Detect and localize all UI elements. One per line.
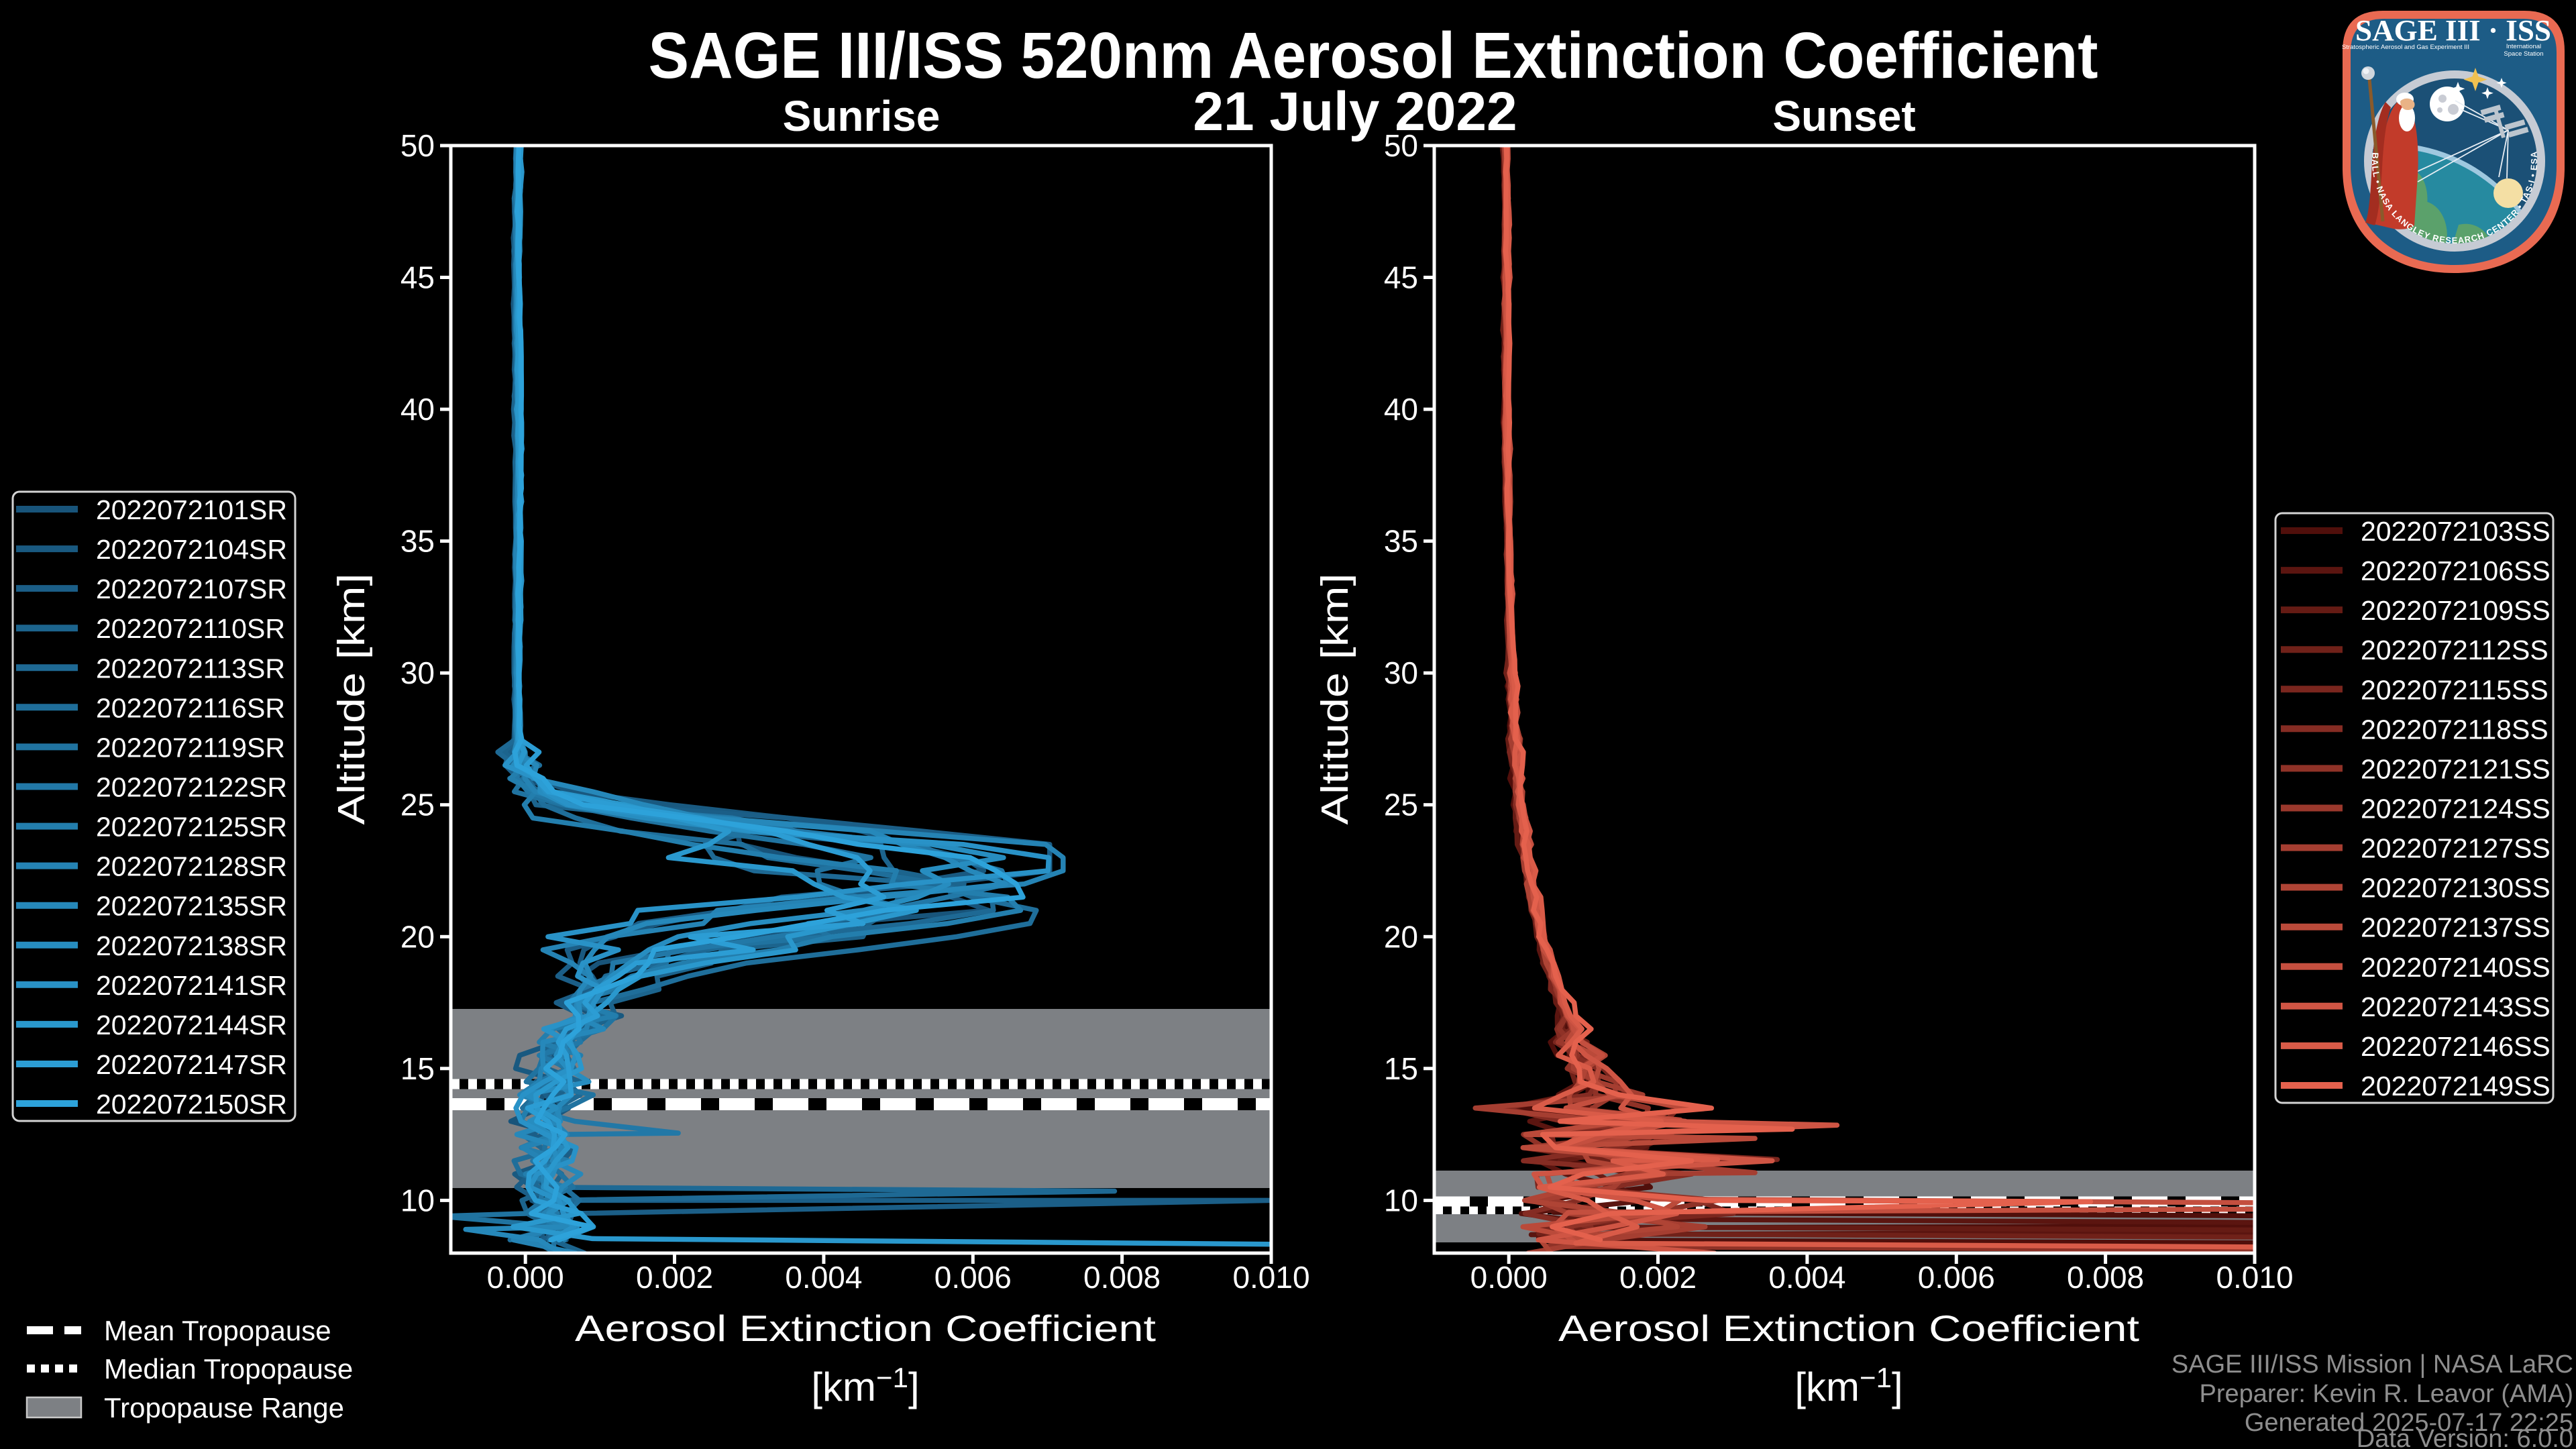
svg-text:2022072118SS: 2022072118SS xyxy=(2361,714,2548,745)
svg-text:Sunrise: Sunrise xyxy=(783,92,941,140)
svg-text:45: 45 xyxy=(1384,260,1418,295)
svg-text:2022072124SS: 2022072124SS xyxy=(2361,794,2551,824)
svg-text:International: International xyxy=(2506,43,2541,50)
svg-text:2022072127SS: 2022072127SS xyxy=(2361,833,2551,864)
svg-text:30: 30 xyxy=(400,655,435,690)
svg-text:2022072121SS: 2022072121SS xyxy=(2361,753,2551,784)
svg-text:2022072125SR: 2022072125SR xyxy=(96,812,287,843)
svg-text:2022072149SS: 2022072149SS xyxy=(2361,1071,2551,1102)
svg-text:Mean Tropopause: Mean Tropopause xyxy=(104,1315,331,1346)
svg-text:10: 10 xyxy=(1384,1183,1418,1218)
svg-text:30: 30 xyxy=(1384,655,1418,690)
svg-text:0.004: 0.004 xyxy=(785,1260,862,1295)
svg-text:Aerosol Extinction Coefficient: Aerosol Extinction Coefficient xyxy=(1558,1307,2139,1349)
svg-text:35: 35 xyxy=(400,524,435,559)
svg-text:2022072112SS: 2022072112SS xyxy=(2361,635,2548,665)
svg-text:35: 35 xyxy=(1384,524,1418,559)
svg-text:2022072137SS: 2022072137SS xyxy=(2361,912,2551,943)
svg-text:2022072130SS: 2022072130SS xyxy=(2361,873,2551,904)
svg-text:2022072122SR: 2022072122SR xyxy=(96,772,287,803)
svg-text:Stratospheric Aerosol and Gas: Stratospheric Aerosol and Gas Experiment… xyxy=(2342,44,2469,51)
svg-text:SAGE III/ISS Mission | NASA La: SAGE III/ISS Mission | NASA LaRC xyxy=(2171,1350,2573,1379)
svg-text:Generated 2025-07-17 22:25: Generated 2025-07-17 22:25 xyxy=(2245,1409,2573,1437)
svg-text:Altitude [km]: Altitude [km] xyxy=(330,574,373,825)
svg-text:0.002: 0.002 xyxy=(1619,1260,1697,1295)
svg-text:2022072116SR: 2022072116SR xyxy=(96,692,285,723)
svg-text:Space Station: Space Station xyxy=(2504,50,2543,58)
svg-text:20: 20 xyxy=(1384,919,1418,954)
svg-text:Data Version: 6.0.0: Data Version: 6.0.0 xyxy=(2357,1425,2573,1449)
svg-text:21 July 2022: 21 July 2022 xyxy=(1193,81,1517,142)
svg-text:2022072109SS: 2022072109SS xyxy=(2361,595,2551,626)
svg-text:0.000: 0.000 xyxy=(1470,1260,1548,1295)
svg-text:0.006: 0.006 xyxy=(1918,1260,1995,1295)
svg-text:0.002: 0.002 xyxy=(636,1260,713,1295)
svg-text:15: 15 xyxy=(1384,1051,1418,1086)
svg-text:40: 40 xyxy=(400,392,435,427)
svg-text:0.008: 0.008 xyxy=(2067,1260,2144,1295)
svg-text:2022072115SS: 2022072115SS xyxy=(2361,674,2548,705)
svg-text:Sunset: Sunset xyxy=(1772,92,1915,140)
svg-text:20: 20 xyxy=(400,919,435,954)
svg-text:2022072141SR: 2022072141SR xyxy=(96,970,287,1001)
svg-text:2022072144SR: 2022072144SR xyxy=(96,1010,287,1040)
svg-text:0.004: 0.004 xyxy=(1768,1260,1845,1295)
svg-text:SAGE III · ISS: SAGE III · ISS xyxy=(2355,14,2551,47)
svg-text:2022072110SR: 2022072110SR xyxy=(96,613,285,644)
svg-text:2022072143SS: 2022072143SS xyxy=(2361,991,2551,1022)
svg-text:0.006: 0.006 xyxy=(934,1260,1012,1295)
svg-text:Tropopause Range: Tropopause Range xyxy=(104,1392,344,1424)
svg-text:SAGE III/ISS 520nm Aerosol Ext: SAGE III/ISS 520nm Aerosol Extinction Co… xyxy=(649,19,2098,92)
svg-text:2022072101SR: 2022072101SR xyxy=(96,494,287,525)
svg-text:2022072150SR: 2022072150SR xyxy=(96,1089,287,1120)
svg-text:2022072147SR: 2022072147SR xyxy=(96,1049,287,1080)
svg-text:0.008: 0.008 xyxy=(1083,1260,1161,1295)
svg-text:45: 45 xyxy=(400,260,435,295)
svg-text:2022072103SS: 2022072103SS xyxy=(2361,516,2551,547)
svg-text:Aerosol Extinction Coefficient: Aerosol Extinction Coefficient xyxy=(575,1307,1156,1349)
svg-text:10: 10 xyxy=(400,1183,435,1218)
svg-text:2022072113SR: 2022072113SR xyxy=(96,653,285,684)
svg-text:2022072146SS: 2022072146SS xyxy=(2361,1031,2551,1062)
svg-text:2022072119SR: 2022072119SR xyxy=(96,732,285,763)
svg-text:40: 40 xyxy=(1384,392,1418,427)
svg-text:15: 15 xyxy=(400,1051,435,1086)
svg-text:0.000: 0.000 xyxy=(487,1260,564,1295)
svg-text:25: 25 xyxy=(1384,788,1418,822)
svg-text:2022072128SR: 2022072128SR xyxy=(96,851,287,882)
svg-text:50: 50 xyxy=(1384,128,1418,163)
svg-text:25: 25 xyxy=(400,788,435,822)
svg-text:2022072138SR: 2022072138SR xyxy=(96,930,287,961)
svg-text:Median Tropopause: Median Tropopause xyxy=(104,1353,353,1385)
svg-text:2022072107SR: 2022072107SR xyxy=(96,574,287,604)
svg-text:50: 50 xyxy=(400,128,435,163)
svg-text:0.010: 0.010 xyxy=(1232,1260,1309,1295)
svg-text:Altitude [km]: Altitude [km] xyxy=(1313,574,1356,825)
svg-text:2022072104SR: 2022072104SR xyxy=(96,534,287,565)
svg-text:2022072106SS: 2022072106SS xyxy=(2361,555,2551,586)
svg-text:2022072135SR: 2022072135SR xyxy=(96,891,287,922)
svg-text:Preparer: Kevin R. Leavor (AMA: Preparer: Kevin R. Leavor (AMA) xyxy=(2199,1380,2573,1408)
svg-text:0.010: 0.010 xyxy=(2216,1260,2293,1295)
svg-text:2022072140SS: 2022072140SS xyxy=(2361,952,2551,983)
